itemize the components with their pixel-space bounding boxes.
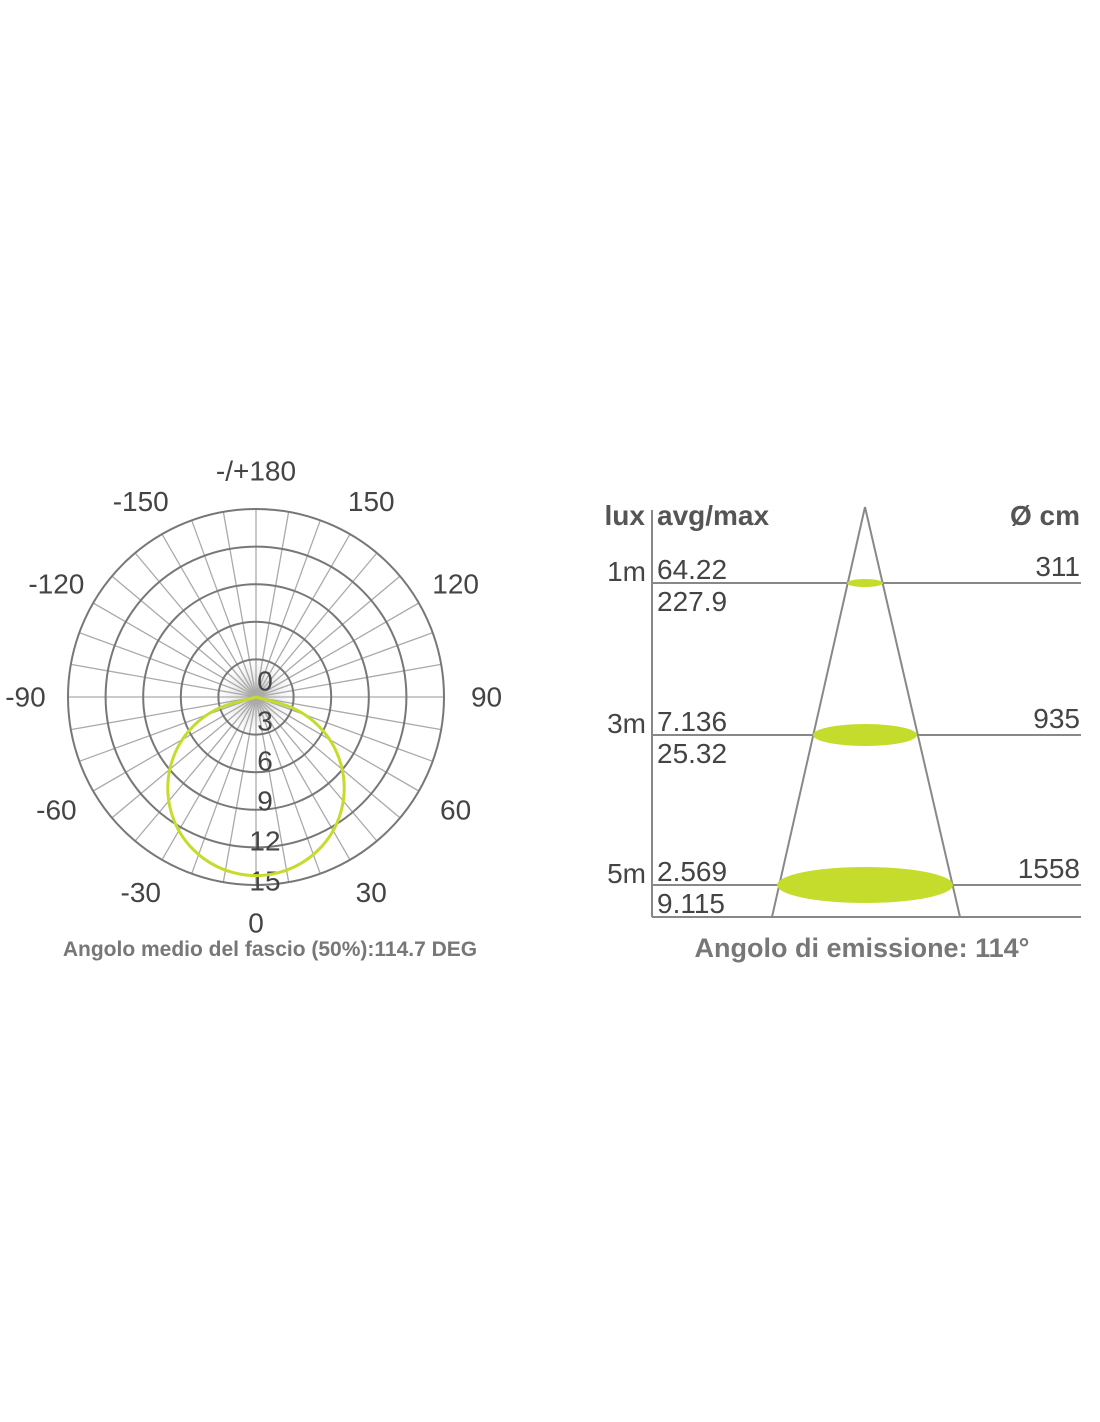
spoke: [255, 602, 420, 698]
spoke: [111, 696, 257, 819]
spoke: [255, 696, 433, 762]
radial-tick-label: 3: [257, 706, 273, 737]
header-diameter: Ø cm: [1010, 500, 1080, 531]
spoke: [92, 602, 257, 698]
spoke: [255, 696, 442, 731]
spoke: [134, 552, 257, 698]
spoke: [79, 632, 257, 698]
spoke: [255, 632, 433, 698]
radial-tick-label: 0: [257, 666, 273, 697]
spoke: [161, 696, 257, 861]
max-lux: 227.9: [657, 586, 727, 617]
radial-tick-label: 15: [249, 866, 280, 897]
cone-right-edge: [864, 506, 961, 918]
angle-label: -/+180: [216, 456, 296, 487]
spoke: [255, 511, 290, 698]
radial-tick-labels: 0 3 6 9 12 15: [249, 666, 280, 897]
angle-label: 120: [432, 569, 479, 600]
spoke: [191, 696, 257, 874]
angle-label: 90: [471, 682, 502, 713]
spoke: [255, 663, 442, 698]
ring: [67, 508, 445, 886]
ring: [217, 658, 295, 736]
distance-label: 3m: [607, 708, 646, 739]
max-lux: 9.115: [657, 888, 725, 919]
cone-left-edge: [771, 506, 866, 918]
polar-rings: [67, 508, 445, 886]
angle-label: -120: [28, 569, 84, 600]
spot-diameter: 311: [1035, 551, 1080, 582]
avg-lux: 2.569: [657, 856, 727, 887]
spoke: [255, 575, 401, 698]
spoke: [222, 696, 257, 883]
beam-spot: [813, 724, 917, 746]
header-avg-max: avg/max: [657, 500, 769, 531]
spoke: [222, 511, 257, 698]
ring: [104, 545, 408, 849]
angle-label: -30: [121, 877, 161, 908]
intensity-curve: [166, 695, 346, 878]
max-lux: 25.32: [657, 738, 727, 769]
beam-spot: [847, 579, 883, 587]
spoke: [134, 696, 257, 842]
angle-label: 150: [348, 486, 395, 517]
spot-diameter: 1558: [1018, 853, 1080, 884]
avg-lux: 7.136: [657, 706, 727, 737]
spoke: [255, 696, 290, 883]
spoke: [92, 696, 257, 792]
distance-label: 1m: [607, 556, 646, 587]
angle-label: -60: [36, 795, 76, 826]
spoke: [255, 533, 351, 698]
header-lux: lux: [605, 500, 646, 531]
distance-label: 5m: [607, 858, 646, 889]
spoke: [255, 552, 378, 698]
spoke: [255, 520, 321, 698]
beam-spot: [777, 867, 953, 903]
polar-spokes: [68, 509, 444, 885]
angle-label: -90: [5, 682, 45, 713]
spot-diameter: 935: [1033, 703, 1080, 734]
spoke: [255, 696, 351, 861]
radial-tick-label: 6: [257, 746, 273, 777]
spoke: [70, 663, 257, 698]
angle-label: 30: [356, 877, 387, 908]
ring: [142, 583, 370, 811]
spoke: [255, 696, 420, 792]
spoke: [111, 575, 257, 698]
spoke: [161, 533, 257, 698]
avg-lux: 64.22: [657, 554, 727, 585]
angle-label: -150: [113, 486, 169, 517]
spoke: [79, 696, 257, 762]
radial-tick-label: 12: [249, 826, 280, 857]
spoke: [255, 696, 321, 874]
angle-label: 0: [248, 908, 264, 939]
radial-tick-label: 9: [257, 786, 273, 817]
spoke: [255, 696, 378, 842]
cone-caption: Angolo di emissione: 114°: [695, 933, 1030, 963]
polar-intensity-chart: 0 30 60 90 120 150 -/+180 -150 -120 -90 -60 -30 0 3 6…: [5, 456, 502, 962]
angle-label: 60: [440, 795, 471, 826]
spoke: [191, 520, 257, 698]
spoke: [70, 696, 257, 731]
ring: [179, 620, 333, 774]
spoke: [255, 696, 401, 819]
polar-caption: Angolo medio del fascio (50%):114.7 DEG: [63, 938, 477, 961]
